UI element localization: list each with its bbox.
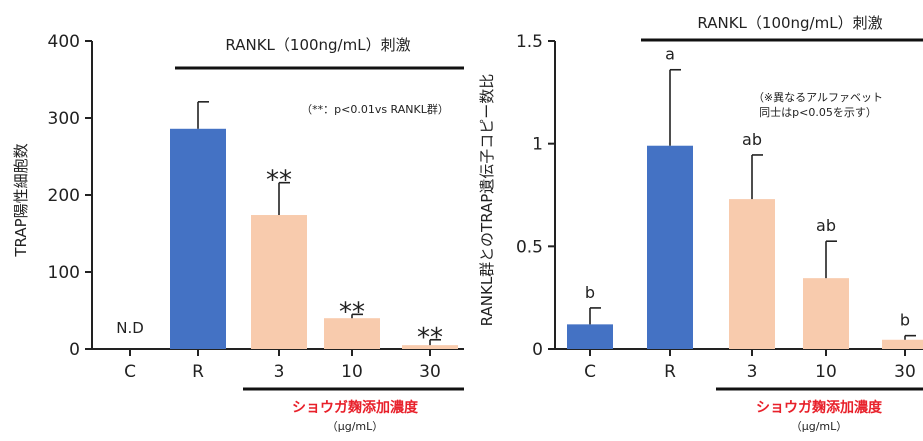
group-letter-label: ab (742, 130, 762, 149)
y-tick-label: 0.5 (516, 237, 543, 257)
significance-label: ** (339, 297, 365, 327)
bar (402, 345, 458, 349)
x-tick-label: 30 (419, 362, 441, 382)
y-tick-label: 1 (532, 135, 543, 155)
x-tick-label: C (584, 362, 596, 382)
x-tick-label: 3 (747, 362, 758, 382)
significance-note-line: 同士はp<0.05を示す） (759, 106, 877, 119)
significance-label: ** (417, 323, 443, 353)
y-tick-label: 0 (69, 340, 80, 360)
y-tick-label: 200 (48, 186, 80, 206)
bar (170, 128, 226, 349)
bar (647, 145, 693, 349)
y-axis-label: RANKL群とのTRAP遺伝子コピー数比 (478, 74, 496, 327)
y-tick-label: 100 (48, 263, 80, 283)
x-axis-unit: （μg/mL） (327, 420, 384, 433)
significance-note: （**：p<0.01vs RANKL群） (301, 102, 449, 116)
x-tick-label: 10 (815, 362, 837, 382)
y-tick-label: 300 (48, 109, 80, 129)
rankl-bracket-label: RANKL（100ng/mL）刺激 (225, 36, 410, 54)
significance-note-line: （※異なるアルファベット (753, 91, 883, 104)
x-axis-title: ショウガ麹添加濃度 (292, 399, 419, 416)
y-tick-label: 400 (48, 32, 80, 52)
x-tick-label: C (124, 362, 136, 382)
y-axis-label: TRAP陽性細胞数 (12, 143, 30, 257)
x-tick-label: R (192, 362, 204, 382)
rankl-bracket-label: RANKL（100ng/mL）刺激 (697, 14, 882, 32)
group-letter-label: b (900, 311, 910, 330)
x-tick-label: 3 (274, 362, 285, 382)
bar (803, 278, 849, 349)
x-tick-label: R (664, 362, 676, 382)
x-axis-title: ショウガ麹添加濃度 (756, 399, 883, 416)
significance-label: ** (266, 166, 292, 196)
group-letter-label: a (665, 45, 675, 64)
bar (324, 318, 380, 349)
x-tick-label: 30 (894, 362, 916, 382)
group-letter-label: ab (816, 216, 836, 235)
group-letter-label: b (585, 283, 595, 302)
x-axis-unit: （μg/mL） (791, 420, 848, 433)
bar (882, 339, 923, 349)
bar (729, 199, 775, 349)
bar (567, 324, 613, 349)
x-tick-label: 10 (341, 362, 363, 382)
y-tick-label: 1.5 (516, 32, 543, 52)
nd-label: N.D (116, 319, 144, 337)
y-tick-label: 0 (532, 340, 543, 360)
bar (251, 215, 307, 349)
